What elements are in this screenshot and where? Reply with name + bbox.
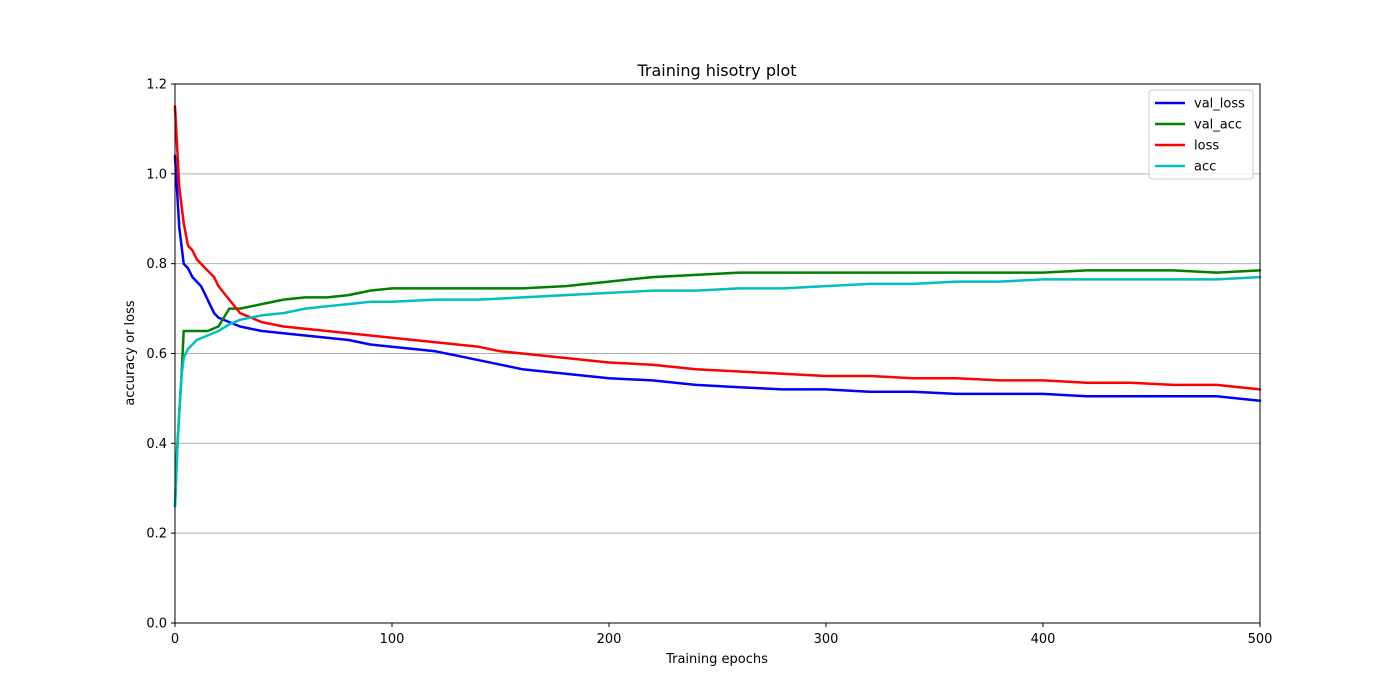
- chart-title: Training hisotry plot: [637, 61, 797, 80]
- x-tick-label: 500: [1248, 632, 1273, 647]
- grid-lines: [175, 173, 1260, 534]
- x-tick-label: 300: [814, 632, 839, 647]
- series-line-acc: [173, 275, 1262, 508]
- x-tick-label: 400: [1031, 632, 1056, 647]
- legend-label-acc: acc: [1194, 160, 1216, 175]
- series-lines: [173, 105, 1262, 508]
- y-tick-label: 0.0: [146, 617, 167, 632]
- legend-label-loss: loss: [1194, 139, 1219, 154]
- y-tick-label: 0.2: [146, 527, 167, 542]
- x-axis-label: Training epochs: [665, 652, 768, 667]
- legend-box: [1148, 89, 1254, 180]
- y-axis-label: accuracy or loss: [123, 300, 138, 406]
- series-line-val-loss: [173, 154, 1262, 402]
- x-tick-label: 100: [380, 632, 405, 647]
- axis-ticks: 0.0 0.2 0.4 0.6 0.8 1.0 1.2 0 100 200 300 400 500: [146, 78, 1272, 648]
- legend-label-val-loss: val_loss: [1194, 97, 1245, 112]
- y-tick-label: 0.4: [146, 437, 167, 452]
- y-tick-label: 1.0: [146, 167, 167, 182]
- x-tick-label: 0: [171, 632, 179, 647]
- y-tick-label: 0.8: [146, 257, 167, 272]
- x-tick-label: 200: [597, 632, 622, 647]
- legend-label-val-acc: val_acc: [1194, 118, 1242, 133]
- y-tick-label: 1.2: [146, 78, 167, 93]
- series-line-val-acc: [173, 269, 1262, 508]
- y-tick-label: 0.6: [146, 347, 167, 362]
- series-line-loss: [173, 105, 1262, 391]
